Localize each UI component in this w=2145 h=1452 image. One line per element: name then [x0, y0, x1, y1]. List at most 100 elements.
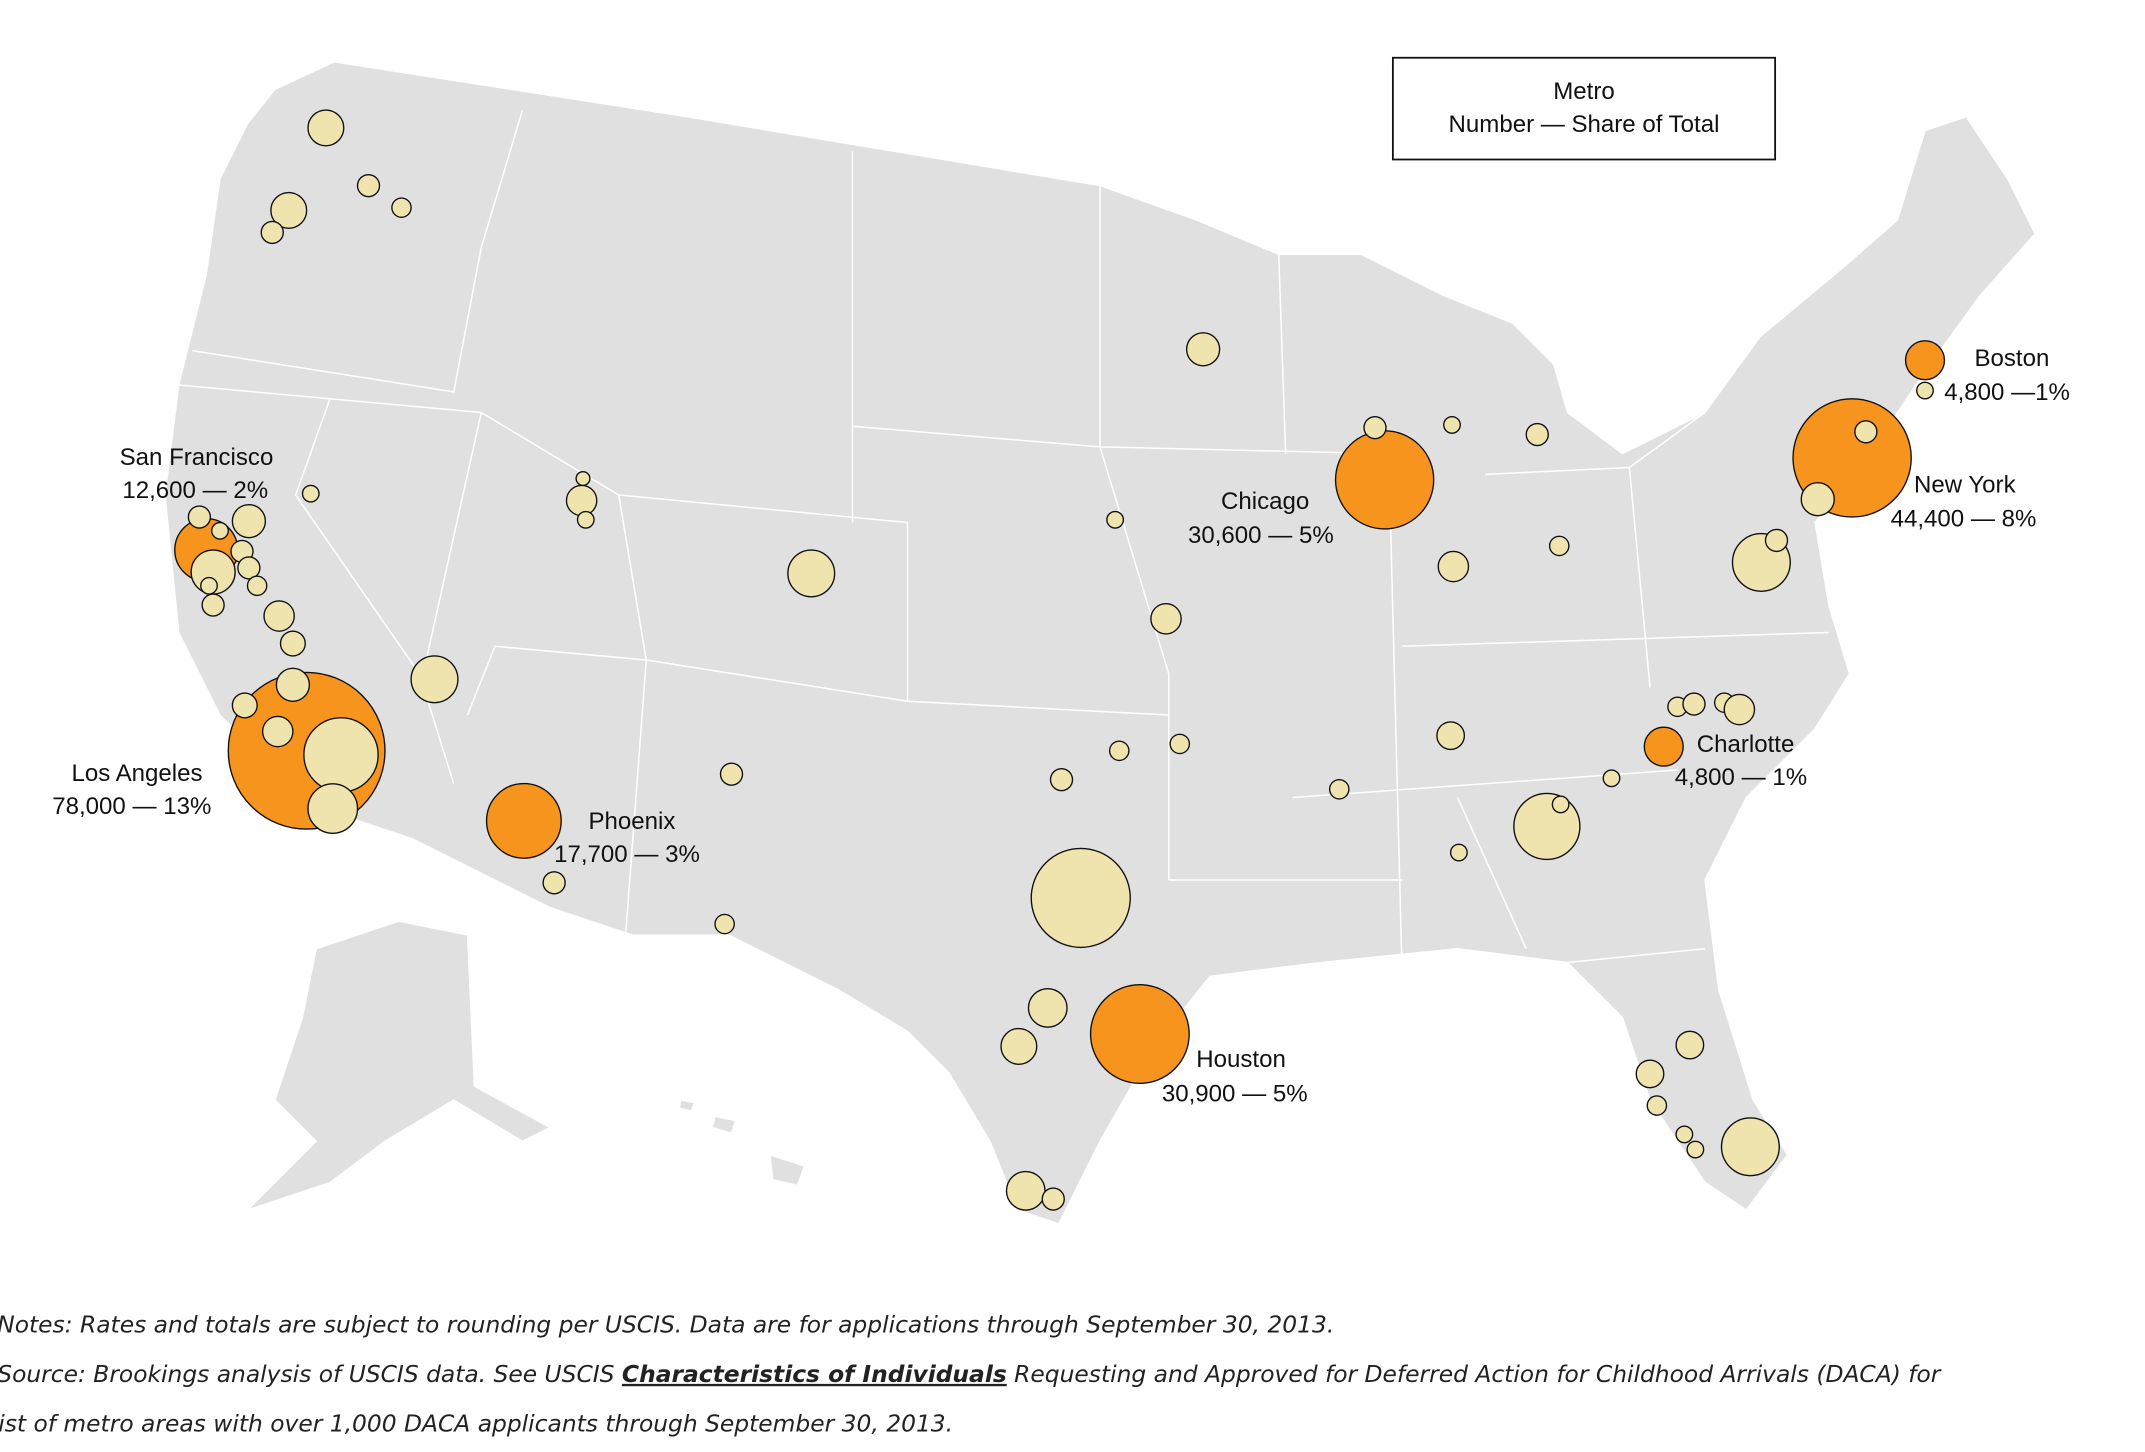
metro-bubble [187, 505, 212, 529]
source-suffix: Requesting and Approved for Deferred Act… [1007, 1360, 1942, 1388]
metro-bubble [1106, 510, 1125, 529]
state-borders [178, 109, 1829, 991]
label-charlotte-name: Charlotte [1697, 731, 1795, 758]
metro-bubble [1675, 1030, 1705, 1060]
metro-bubble [1328, 778, 1350, 800]
metro-bubble [356, 173, 381, 198]
metro-bubble [1030, 847, 1131, 949]
metro-bubble [719, 762, 744, 786]
metro-bubble [270, 191, 308, 229]
metro-bubble [1150, 602, 1182, 635]
label-sf-value: 12,600 — 2% [122, 477, 268, 504]
source-line: Source: Brookings analysis of USCIS data… [0, 1360, 1942, 1388]
metro-bubble [237, 556, 261, 580]
label-houston-name: Houston [1196, 1046, 1286, 1073]
bubble-phoenix [485, 782, 562, 859]
metro-bubble [1602, 769, 1621, 788]
metro-bubble [1764, 528, 1789, 553]
bubble-boston [1904, 340, 1946, 381]
label-la-name: Los Angeles [72, 760, 203, 787]
metro-bubble [231, 503, 267, 539]
source-prefix: Source: Brookings analysis of USCIS data… [0, 1360, 622, 1388]
legend-box: Metro Number — Share of Total [1391, 56, 1777, 161]
metro-bubble [1185, 332, 1221, 367]
label-houston-value: 30,900 — 5% [1162, 1080, 1308, 1107]
metro-bubble [279, 630, 306, 657]
metro-bubble [1675, 1125, 1694, 1144]
hawaii [678, 1099, 806, 1187]
label-sf-name: San Francisco [120, 444, 274, 471]
metro-bubble [575, 470, 591, 487]
metro-bubble [200, 576, 218, 595]
metro-bubble [391, 197, 412, 218]
metro-bubble [211, 521, 229, 540]
metro-bubble [307, 109, 345, 147]
metro-bubble [301, 484, 320, 503]
notes-line: Notes: Rates and totals are subject to r… [0, 1310, 1334, 1338]
metro-bubble [1449, 843, 1468, 862]
metro-bubble [1682, 692, 1706, 716]
footnotes: Notes: Rates and totals are subject to r… [0, 1310, 1942, 1437]
metro-bubble [542, 871, 566, 895]
metro-bubble [576, 510, 595, 529]
label-phoenix-value: 17,700 — 3% [554, 841, 700, 868]
label-phoenix-name: Phoenix [589, 808, 676, 835]
metro-bubble [1800, 481, 1835, 517]
metro-bubble [1720, 1117, 1780, 1177]
metro-bubble [1363, 415, 1387, 440]
label-charlotte-value: 4,800 — 1% [1675, 764, 1807, 791]
metro-bubble [1513, 792, 1581, 861]
label-la-value: 78,000 — 13% [52, 793, 211, 820]
metro-bubble [231, 692, 258, 719]
metro-bubble [565, 484, 598, 517]
metro-bubble [1525, 422, 1549, 447]
alaska [247, 920, 552, 1211]
metro-bubble [1169, 733, 1191, 755]
metro-labels: San Francisco 12,600 — 2% Los Angeles 78… [52, 345, 2070, 1108]
metro-bubble [246, 575, 268, 597]
metro-bubble [263, 600, 295, 632]
metro-bubble [1635, 1059, 1665, 1089]
metro-bubble [1443, 415, 1461, 434]
metro-bubble [303, 717, 379, 793]
bubble-charlotte [1643, 726, 1684, 767]
metro-bubble [714, 913, 735, 935]
legend-title: Metro [1553, 78, 1614, 105]
source-link[interactable]: Characteristics of Individuals [622, 1360, 1007, 1388]
label-chicago-value: 30,600 — 5% [1188, 522, 1334, 549]
metro-bubble [261, 715, 294, 748]
metro-bubble [1436, 721, 1466, 751]
metro-bubble [1437, 550, 1470, 583]
bubble-chicago [1334, 430, 1435, 530]
bubble-houston [1089, 984, 1190, 1084]
metro-bubble [1005, 1170, 1046, 1211]
metro-bubble [1108, 740, 1130, 762]
contiguous-us [164, 61, 2036, 1225]
metro-bubble [201, 593, 225, 617]
label-boston-value: 4,800 —1% [1944, 379, 2070, 406]
metro-bubble [1041, 1187, 1065, 1211]
legend-subtitle: Number — Share of Total [1449, 111, 1720, 138]
metro-bubble [1686, 1140, 1705, 1159]
source-line-continued: list of metro areas with over 1,000 DACA… [0, 1409, 953, 1437]
us-land [164, 61, 2036, 1225]
metro-bubble [410, 655, 459, 704]
metro-bubble [275, 667, 311, 702]
metro-bubbles [174, 109, 1946, 1211]
metro-bubble [1723, 693, 1756, 726]
metro-bubble [1027, 987, 1068, 1028]
label-boston-name: Boston [1975, 345, 2050, 372]
metro-bubble [1548, 535, 1570, 557]
metro-bubble [1049, 767, 1074, 792]
label-newyork-name: New York [1914, 471, 2017, 498]
metro-bubble [260, 220, 284, 245]
metro-bubble [1916, 381, 1934, 400]
label-newyork-value: 44,400 — 8% [1891, 506, 2037, 533]
metro-bubble [787, 549, 836, 598]
metro-bubble [1646, 1095, 1668, 1116]
metro-bubble [307, 783, 359, 834]
label-chicago-name: Chicago [1221, 488, 1309, 515]
metro-bubble [1551, 795, 1570, 814]
metro-bubble [1000, 1027, 1038, 1065]
